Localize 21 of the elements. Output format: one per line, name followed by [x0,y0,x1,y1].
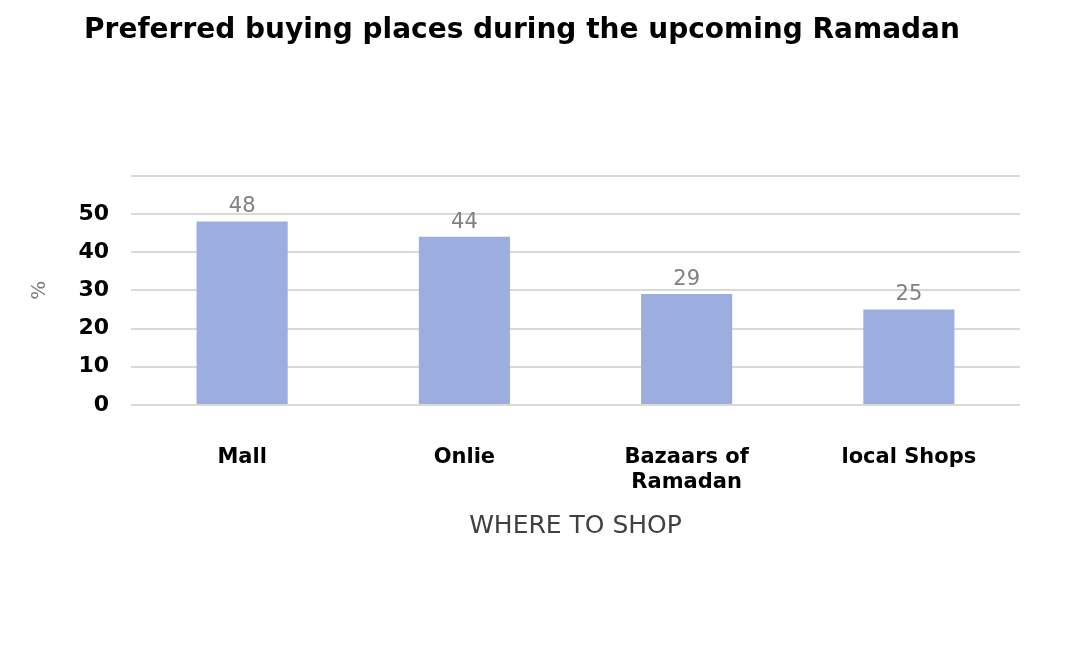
y-tick-label: 20 [78,314,109,340]
x-tick-label: local Shops [841,444,977,469]
y-tick-label: 30 [78,276,109,302]
y-tick-label: 0 [93,390,109,416]
data-label: 25 [895,281,923,306]
x-tick-label: Bazaars of Ramadan [624,444,750,494]
y-tick-label: 50 [78,199,109,225]
data-label: 48 [228,193,256,218]
data-label: 29 [673,266,700,291]
data-label: 44 [451,208,478,233]
bar [641,294,733,404]
y-tick-label: 10 [78,352,109,378]
chart-title: Preferred buying places during the upcoming Ramadan [84,12,960,46]
x-tick-label: Onlie [433,444,496,469]
y-axis-title: % [26,280,51,300]
bar [196,221,288,404]
x-axis-title: WHERE TO SHOP [469,509,682,539]
bar [418,236,510,404]
x-tick-label: Mall [217,444,267,469]
bar [863,309,955,404]
y-tick-label: 40 [78,237,109,263]
